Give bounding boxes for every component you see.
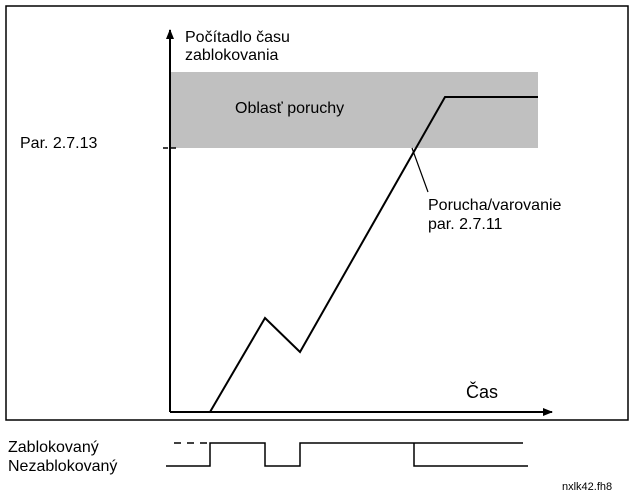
- x-axis-label: Čas: [466, 381, 498, 402]
- frame: [5, 5, 629, 421]
- signal: [413, 443, 528, 467]
- y-axis-label: Počítadlo času: [185, 29, 290, 46]
- counter-line: [209, 96, 538, 413]
- fault-zone: [171, 72, 538, 148]
- y-axis-label: zablokovania: [185, 47, 279, 64]
- limit-label: Par. 2.7.13: [20, 135, 97, 152]
- signal-label: Nezablokovaný: [8, 458, 117, 475]
- annotation-leader: [411, 147, 429, 193]
- zone-label: Oblasť poruchy: [235, 100, 344, 117]
- signal: [166, 442, 523, 467]
- signal-label: Zablokovaný: [8, 439, 99, 456]
- file-label: nxlk42.fh8: [562, 481, 612, 493]
- annotation: Porucha/varovanie: [428, 197, 562, 214]
- annotation: par. 2.7.11: [428, 216, 503, 233]
